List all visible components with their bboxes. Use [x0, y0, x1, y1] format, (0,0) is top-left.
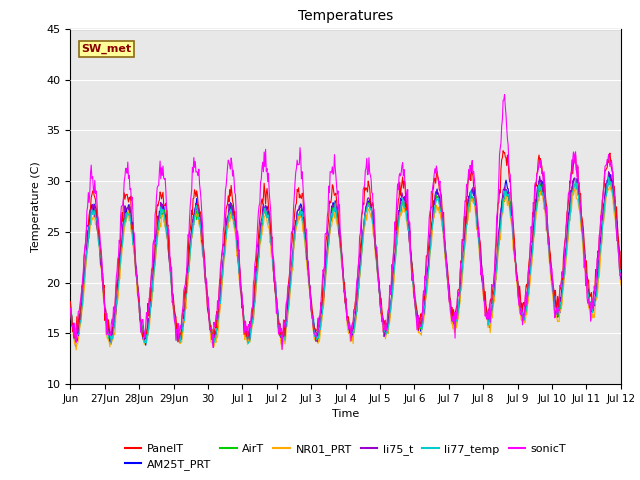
Y-axis label: Temperature (C): Temperature (C)	[31, 161, 41, 252]
Text: SW_met: SW_met	[81, 44, 132, 54]
Legend: PanelT, AM25T_PRT, AirT, NR01_PRT, li75_t, li77_temp, sonicT: PanelT, AM25T_PRT, AirT, NR01_PRT, li75_…	[120, 439, 571, 475]
X-axis label: Time: Time	[332, 409, 359, 419]
Title: Temperatures: Temperatures	[298, 10, 393, 24]
